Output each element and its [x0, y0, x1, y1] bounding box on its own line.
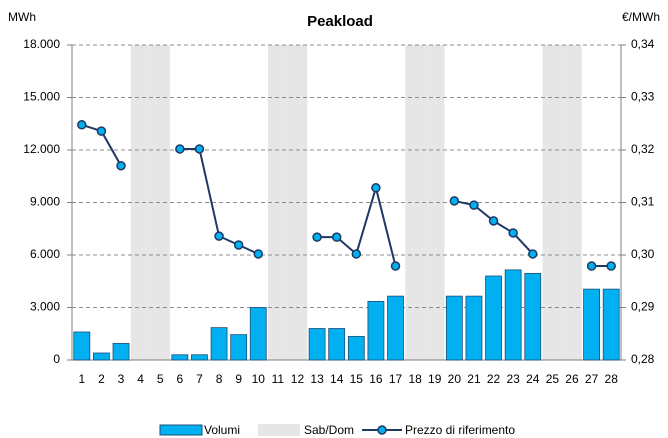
- y-tick-label: 18.000: [23, 37, 60, 51]
- bar: [191, 354, 208, 361]
- x-tick-label: 8: [216, 372, 223, 386]
- x-tick-label: 18: [408, 372, 422, 386]
- price-marker: [175, 144, 185, 154]
- y-tick-label: 0: [53, 352, 60, 366]
- price-marker: [77, 120, 87, 130]
- price-marker: [253, 249, 264, 259]
- x-tick-label: 12: [291, 372, 305, 386]
- bar: [93, 352, 110, 361]
- bar: [504, 269, 522, 361]
- y2-tick-label: 0,29: [631, 300, 655, 314]
- x-tick-label: 5: [157, 372, 164, 386]
- bar: [249, 307, 267, 361]
- bar: [465, 295, 483, 361]
- x-tick-label: 24: [526, 372, 540, 386]
- price-marker: [214, 231, 224, 241]
- x-tick-label: 3: [118, 372, 125, 386]
- bar: [602, 288, 620, 361]
- y2-tick-label: 0,30: [631, 247, 655, 261]
- bar: [367, 300, 385, 361]
- x-tick-label: 4: [137, 372, 144, 386]
- x-tick-label: 15: [350, 372, 364, 386]
- y2-tick-label: 0,33: [631, 90, 655, 104]
- x-tick-label: 1: [78, 372, 85, 386]
- y2-tick-label: 0,28: [631, 352, 655, 366]
- bar: [73, 331, 91, 361]
- price-marker: [606, 261, 616, 271]
- price-marker: [586, 261, 597, 271]
- weekend-band: [130, 45, 151, 360]
- price-marker: [96, 126, 107, 136]
- price-marker: [351, 249, 362, 259]
- price-marker: [488, 216, 499, 226]
- price-marker: [312, 232, 322, 242]
- legend-swatch: [258, 424, 300, 436]
- y2-tick-label: 0,34: [631, 37, 655, 51]
- bar: [387, 295, 404, 361]
- x-tick-label: 17: [389, 372, 403, 386]
- price-marker: [331, 232, 342, 242]
- price-marker: [469, 200, 479, 210]
- bar: [485, 275, 502, 361]
- price-marker: [233, 240, 244, 250]
- x-tick-label: 22: [487, 372, 501, 386]
- x-tick-label: 20: [448, 372, 462, 386]
- y2-tick-label: 0,31: [631, 195, 655, 209]
- x-tick-label: 9: [235, 372, 242, 386]
- x-tick-label: 11: [272, 372, 285, 386]
- y2-tick-label: 0,32: [631, 142, 655, 156]
- x-tick-label: 14: [330, 372, 344, 386]
- y-tick-label: 3.000: [30, 300, 60, 314]
- price-marker: [390, 261, 401, 271]
- bar: [210, 327, 228, 361]
- weekend-band: [424, 45, 445, 360]
- x-tick-label: 23: [506, 372, 520, 386]
- x-tick-label: 19: [428, 372, 442, 386]
- legend-label: Prezzo di riferimento: [405, 423, 515, 437]
- legend-label: Volumi: [204, 423, 240, 437]
- price-marker: [194, 144, 205, 154]
- x-tick-label: 16: [369, 372, 383, 386]
- price-marker: [508, 228, 518, 238]
- bar: [230, 334, 248, 361]
- price-marker: [116, 161, 126, 171]
- x-tick-label: 2: [98, 372, 105, 386]
- legend-label: Sab/Dom: [304, 423, 354, 437]
- chart-title: Peakload: [307, 13, 373, 30]
- x-tick-label: 27: [585, 372, 599, 386]
- weekend-band: [542, 45, 563, 360]
- x-tick-label: 7: [196, 372, 203, 386]
- bar: [308, 328, 326, 361]
- bar: [347, 335, 365, 361]
- legend: Volumi Sab/Dom Prezzo di riferimento: [159, 423, 515, 437]
- bar: [524, 272, 542, 361]
- y-tick-label: 15.000: [23, 90, 60, 104]
- x-tick-label: 21: [467, 372, 481, 386]
- bar: [583, 288, 600, 361]
- x-tick-label: 6: [176, 372, 183, 386]
- legend-swatch: [159, 424, 203, 436]
- y2-axis-label: €/MWh: [622, 10, 660, 24]
- y-tick-label: 12.000: [23, 142, 60, 156]
- y-tick-label: 6.000: [30, 247, 60, 261]
- weekend-band: [150, 45, 171, 360]
- x-tick-label: 10: [252, 372, 266, 386]
- y-axis-label: MWh: [8, 10, 36, 24]
- price-marker: [371, 183, 381, 193]
- bar: [328, 328, 346, 361]
- x-tick-label: 25: [546, 372, 560, 386]
- legend-swatch: [377, 425, 387, 435]
- x-tick-label: 28: [605, 372, 619, 386]
- bar: [112, 342, 130, 361]
- bar: [445, 295, 463, 361]
- bar: [171, 354, 189, 361]
- price-marker: [449, 196, 460, 206]
- price-marker: [528, 249, 538, 259]
- x-tick-label: 13: [310, 372, 324, 386]
- x-tick-label: 26: [565, 372, 579, 386]
- y-tick-label: 9.000: [30, 195, 60, 209]
